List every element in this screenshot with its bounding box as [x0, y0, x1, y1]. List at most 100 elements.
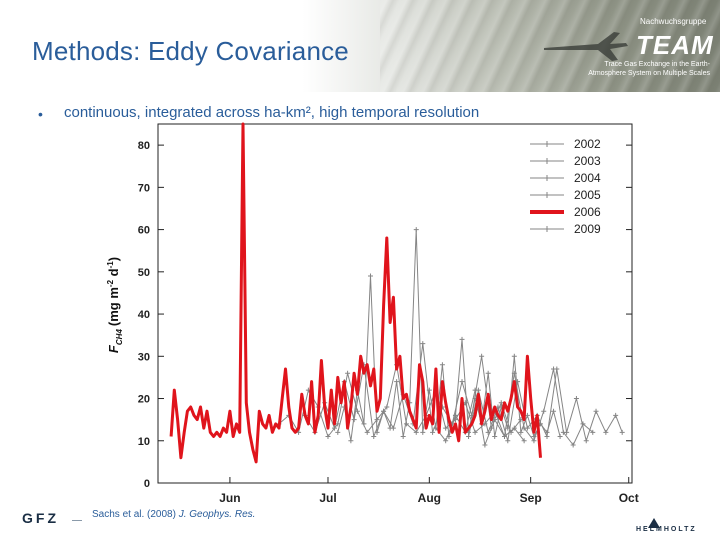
data-point-2003: [371, 434, 377, 440]
legend-label-2003: 2003: [574, 154, 601, 168]
data-point-2002: [345, 370, 351, 376]
data-point-2005: [443, 438, 449, 444]
x-tick-label: Jul: [319, 491, 336, 505]
data-point-2004: [492, 434, 498, 440]
data-point-2005: [531, 438, 537, 444]
data-point-2004: [439, 362, 445, 368]
data-point-2009: [515, 379, 521, 385]
data-point-2009: [505, 438, 511, 444]
tagline-line-1: Trace Gas Exchange in the Earth-: [604, 61, 710, 68]
y-axis-label: FCH4 (mg m-2 d-1): [106, 257, 124, 353]
y-tick-label: 20: [138, 394, 150, 406]
x-tick-label: Sep: [520, 491, 542, 505]
legend-marker-2002: [544, 141, 550, 147]
ylabel-sub: CH4: [115, 329, 124, 346]
data-point-2004: [413, 227, 419, 233]
bullet-marker: •: [38, 106, 43, 122]
data-point-2003: [479, 353, 485, 359]
y-tick-label: 30: [138, 351, 150, 363]
y-tick-label: 50: [138, 267, 150, 279]
data-point-2003: [430, 429, 436, 435]
gfz-logo: GFZ: [22, 510, 59, 526]
group-label: Nachwuchsgruppe: [640, 17, 707, 26]
data-point-2004: [394, 379, 400, 385]
team-logo-text: TEAM: [636, 30, 714, 60]
data-point-2005: [590, 429, 596, 435]
bullet-text: continuous, integrated across ha-km², hi…: [64, 104, 480, 121]
data-point-2002: [521, 438, 527, 444]
data-point-2009: [603, 429, 609, 435]
helmholtz-wordmark: HELMHOLTZ: [636, 526, 697, 533]
banner-landscape-texture: [380, 0, 720, 92]
legend-label-2002: 2002: [574, 137, 601, 151]
x-tick-label: Oct: [619, 491, 639, 505]
data-point-2005: [452, 412, 458, 418]
data-point-2005: [482, 442, 488, 448]
data-point-2004: [335, 429, 341, 435]
series-line-2006: [169, 122, 542, 464]
x-axis-ticks: Jun Jul Aug Sep Oct: [219, 477, 639, 505]
helmholtz-logo-icon: [648, 518, 660, 528]
data-point-2009: [619, 429, 625, 435]
gfz-logo-line: [72, 520, 82, 521]
data-point-2004: [518, 429, 524, 435]
data-point-2004: [387, 425, 393, 431]
data-point-2009: [593, 408, 599, 414]
data-point-2004: [557, 434, 563, 440]
airplane-icon: [544, 32, 628, 61]
data-point-2004: [374, 429, 380, 435]
data-point-2009: [524, 425, 530, 431]
data-point-2002: [364, 429, 370, 435]
data-point-2002: [472, 429, 478, 435]
citation-journal: J. Geophys. Res.: [178, 509, 256, 520]
data-point-2004: [426, 387, 432, 393]
data-point-2004: [511, 353, 517, 359]
x-tick-label: Jun: [219, 491, 240, 505]
slide-title: Methods: Eddy Covariance: [32, 36, 349, 66]
data-point-2004: [459, 336, 465, 342]
data-point-2005: [541, 408, 547, 414]
y-tick-label: 40: [138, 309, 150, 321]
ylabel-d: d: [106, 268, 121, 280]
data-point-2009: [466, 434, 472, 440]
legend-label-2006: 2006: [574, 205, 601, 219]
y-tick-label: 10: [138, 436, 150, 448]
y-tick-label: 60: [138, 225, 150, 237]
ylabel-exp1: -2: [106, 279, 115, 287]
legend-label-2004: 2004: [574, 171, 601, 185]
data-point-2002: [413, 429, 419, 435]
series-layer: [169, 122, 625, 464]
y-tick-label: 70: [138, 182, 150, 194]
legend: 2002 2003 2004 2005 2006 2009: [530, 137, 601, 236]
citation-authors: Sachs et al. (2008): [92, 509, 179, 520]
legend-label-2005: 2005: [574, 188, 601, 202]
data-point-2004: [361, 421, 367, 427]
data-point-2004: [400, 434, 406, 440]
data-point-2004: [420, 429, 426, 435]
legend-marker-2003: [544, 158, 550, 164]
tagline-line-2: Atmosphere System on Multiple Scales: [588, 70, 710, 77]
data-point-2009: [485, 429, 491, 435]
ylabel-units: (mg m: [106, 287, 121, 326]
legend-marker-2009: [544, 226, 550, 232]
ylabel-exp2: -1: [106, 261, 115, 269]
data-point-2004: [381, 408, 387, 414]
x-tick-label: Aug: [418, 491, 441, 505]
ylabel-f: F: [106, 344, 121, 353]
data-point-2002: [384, 404, 390, 410]
data-point-2004: [348, 438, 354, 444]
data-point-2002: [325, 434, 331, 440]
data-point-2009: [475, 387, 481, 393]
data-point-2004: [485, 370, 491, 376]
citation: Sachs et al. (2008) J. Geophys. Res.: [92, 509, 255, 520]
data-point-2003: [332, 425, 338, 431]
legend-marker-2004: [544, 175, 550, 181]
legend-label-2009: 2009: [574, 222, 601, 236]
ylabel-close: ): [106, 257, 121, 261]
data-point-2009: [564, 429, 570, 435]
y-tick-label: 80: [138, 140, 150, 152]
data-point-2005: [511, 370, 517, 376]
data-point-2003: [498, 400, 504, 406]
data-point-2002: [443, 425, 449, 431]
